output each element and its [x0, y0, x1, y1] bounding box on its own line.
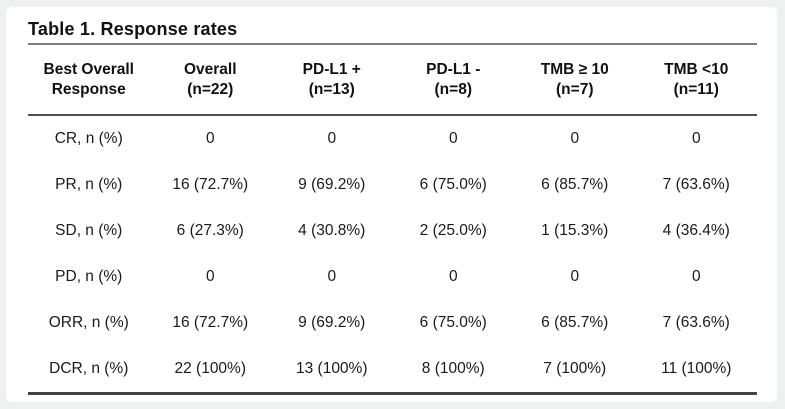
table-cell: 0 — [205, 130, 215, 147]
table-cell: 0 — [691, 268, 701, 285]
table-cell: 7 (63.6%) — [662, 314, 730, 331]
row-label: DCR, n (%) — [28, 346, 150, 395]
column-header-best-overall-response: Best Overall Response — [28, 45, 150, 116]
column-header-line2: (n=13) — [308, 80, 355, 98]
column-header-tmb-high: TMB ≥ 10 (n=7) — [514, 45, 636, 116]
table-row-cr: CR, n (%) 0 0 0 0 0 — [28, 115, 757, 162]
row-label: SD, n (%) — [55, 222, 123, 239]
table-body: CR, n (%) 0 0 0 0 0 PR, n (%) 16 (72.7%)… — [28, 115, 757, 395]
title-rule — [28, 43, 757, 45]
column-header-line1: Overall — [183, 60, 237, 78]
table-cell: 16 (72.7%) — [172, 314, 249, 331]
row-label: ORR, n (%) — [48, 314, 129, 331]
response-rates-table: Best Overall Response Overall (n=22) PD-… — [28, 45, 757, 395]
table-panel: Table 1. Response rates Best Overall Res… — [6, 7, 777, 402]
column-header-overall: Overall (n=22) — [149, 45, 271, 116]
table-row-sd: SD, n (%) 6 (27.3%) 4 (30.8%) 2 (25.0%) … — [28, 208, 757, 254]
table-cell: 4 (36.4%) — [662, 222, 730, 239]
column-header-line1: TMB ≥ 10 — [540, 60, 609, 78]
table-title: Table 1. Response rates — [28, 19, 238, 39]
table-cell: 0 — [448, 130, 458, 147]
table-cell: 7 (63.6%) — [662, 176, 730, 193]
column-header-line2: (n=8) — [434, 80, 472, 98]
table-cell: 13 (100%) — [271, 346, 393, 395]
table-row-orr: ORR, n (%) 16 (72.7%) 9 (69.2%) 6 (75.0%… — [28, 300, 757, 346]
row-label: CR, n (%) — [54, 130, 123, 147]
table-row-pd: PD, n (%) 0 0 0 0 0 — [28, 254, 757, 300]
column-header-line1: TMB <10 — [664, 60, 729, 78]
table-cell: 0 — [327, 268, 337, 285]
column-header-line1: Best Overall — [43, 60, 134, 78]
column-header-tmb-low: TMB <10 (n=11) — [635, 45, 757, 116]
table-row-dcr: DCR, n (%) 22 (100%) 13 (100%) 8 (100%) … — [28, 346, 757, 395]
column-header-line2: Response — [51, 80, 126, 98]
table-cell: 0 — [570, 130, 580, 147]
table-cell: 6 (85.7%) — [541, 176, 609, 193]
table-cell: 9 (69.2%) — [298, 176, 366, 193]
row-label: PD, n (%) — [55, 268, 123, 285]
row-label: PR, n (%) — [55, 176, 123, 193]
table-cell: 6 (75.0%) — [419, 314, 487, 331]
table-cell: 0 — [327, 130, 337, 147]
table-row-pr: PR, n (%) 16 (72.7%) 9 (69.2%) 6 (75.0%)… — [28, 162, 757, 208]
column-header-line2: (n=7) — [556, 80, 594, 98]
column-header-line2: (n=11) — [673, 80, 719, 98]
table-cell: 11 (100%) — [635, 346, 757, 395]
table-cell: 22 (100%) — [149, 346, 271, 395]
table-cell: 2 (25.0%) — [419, 222, 487, 239]
table-cell: 16 (72.7%) — [172, 176, 249, 193]
table-cell: 0 — [691, 130, 701, 147]
header-row: Best Overall Response Overall (n=22) PD-… — [28, 45, 757, 116]
table-cell: 1 (15.3%) — [541, 222, 609, 239]
table-header: Best Overall Response Overall (n=22) PD-… — [28, 45, 757, 116]
column-header-pdl1-negative: PD-L1 - (n=8) — [392, 45, 514, 116]
table-cell: 9 (69.2%) — [298, 314, 366, 331]
column-header-line2: (n=22) — [187, 80, 234, 98]
table-cell: 7 (100%) — [514, 346, 636, 395]
column-header-pdl1-positive: PD-L1 + (n=13) — [271, 45, 393, 116]
table-cell: 6 (75.0%) — [419, 176, 487, 193]
table-cell: 0 — [570, 268, 580, 285]
table-cell: 8 (100%) — [392, 346, 514, 395]
table-cell: 6 (27.3%) — [176, 222, 244, 239]
table-cell: 0 — [205, 268, 215, 285]
table-cell: 4 (30.8%) — [298, 222, 366, 239]
column-header-line1: PD-L1 - — [426, 60, 481, 78]
table-cell: 6 (85.7%) — [541, 314, 609, 331]
column-header-line1: PD-L1 + — [302, 60, 361, 78]
table-cell: 0 — [448, 268, 458, 285]
